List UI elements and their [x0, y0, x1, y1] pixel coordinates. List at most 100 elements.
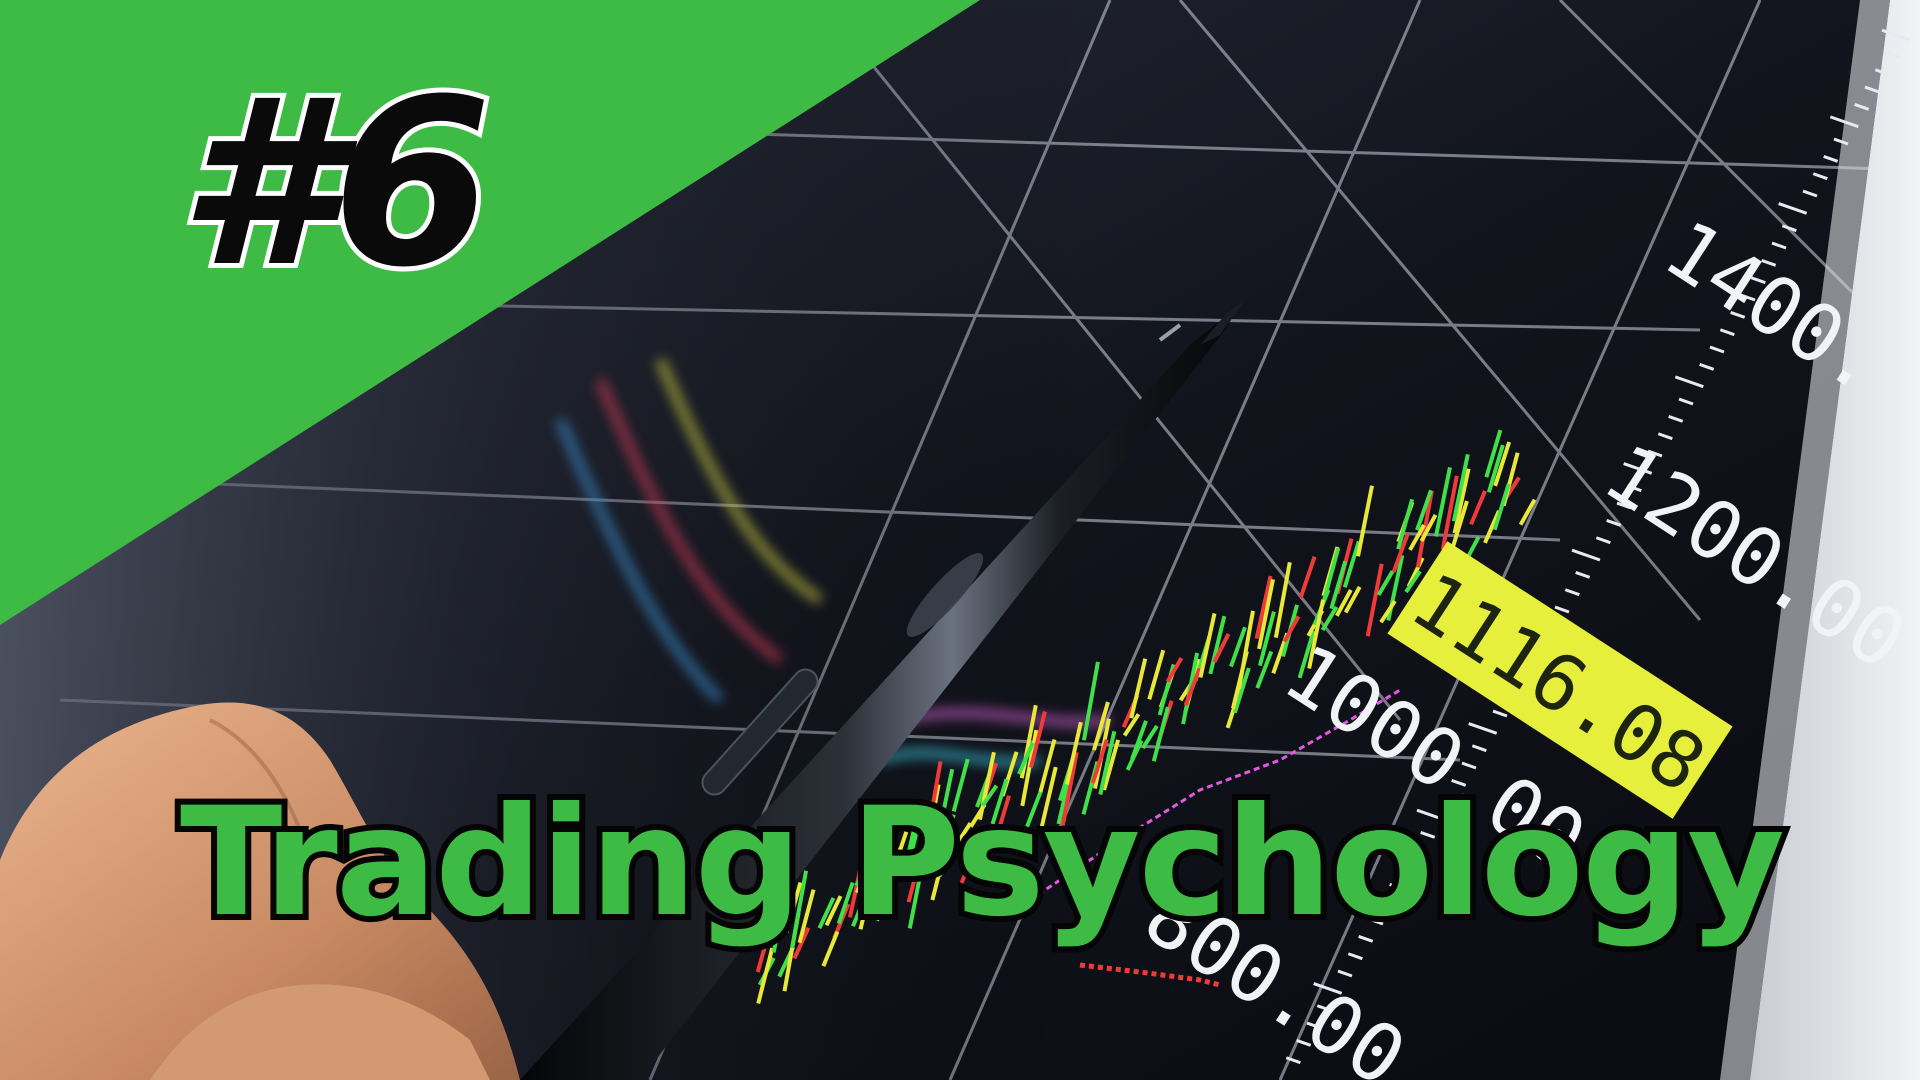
- candle-mark: [1451, 500, 1469, 548]
- candle-mark: [1025, 789, 1043, 828]
- candle-mark: [1212, 633, 1231, 663]
- candle-mark: [1151, 706, 1170, 762]
- candle-mark: [1130, 720, 1148, 760]
- axis-tick: [1781, 224, 1797, 233]
- candle-mark: [1257, 611, 1276, 667]
- candle-mark: [1408, 524, 1426, 551]
- candle-mark: [1229, 626, 1247, 668]
- axis-tick: [1409, 848, 1425, 857]
- candle-mark: [1198, 613, 1217, 678]
- candle-mark: [797, 889, 816, 944]
- candle-mark: [1298, 556, 1317, 599]
- candle-mark: [1486, 444, 1505, 493]
- candle-mark: [821, 931, 840, 967]
- candle-mark: [771, 885, 790, 953]
- candle-mark: [958, 851, 977, 887]
- axis-tick: [1461, 761, 1477, 770]
- candle-mark: [980, 784, 999, 807]
- candle-mark: [1232, 667, 1251, 714]
- axis-tick: [1440, 796, 1456, 805]
- candle-mark: [1396, 498, 1415, 550]
- candle-mark: [1329, 560, 1348, 610]
- axis-tick: [1296, 1039, 1312, 1047]
- axis-tick: [1358, 935, 1374, 943]
- axis-tick: [1699, 363, 1715, 371]
- axis-tick: [1761, 259, 1777, 267]
- axis-tick: [1389, 883, 1405, 891]
- candle-mark: [1415, 489, 1433, 531]
- candle-mark: [1122, 713, 1141, 737]
- candle-mark: [1230, 650, 1249, 709]
- candle-mark: [1518, 498, 1537, 526]
- candle-mark: [755, 921, 774, 973]
- candle-mark: [1415, 490, 1434, 568]
- candle-mark: [890, 831, 909, 874]
- axis-tick: [1616, 501, 1632, 510]
- axis-tick: [1313, 982, 1343, 995]
- candle-mark: [1257, 578, 1275, 650]
- candle-mark: [1081, 661, 1100, 741]
- candle-mark: [824, 895, 843, 927]
- axis-tick: [1347, 952, 1363, 961]
- candle-mark: [924, 761, 943, 842]
- pen: [520, 300, 1245, 1080]
- candle-mark: [937, 814, 956, 878]
- candle-mark: [936, 768, 955, 838]
- candle-mark: [1493, 441, 1512, 487]
- candle-mark: [1282, 615, 1301, 643]
- candle-mark: [1064, 721, 1083, 785]
- candle-mark: [1452, 468, 1471, 534]
- axis-tick: [1726, 288, 1756, 302]
- axis-tick: [1885, 51, 1901, 59]
- axis-tick: [1812, 172, 1828, 181]
- candle-mark: [1433, 467, 1452, 537]
- red-series-line: [1079, 962, 1221, 988]
- axis-tick: [1778, 202, 1808, 215]
- candle-mark: [1404, 570, 1422, 594]
- axis-tick: [1823, 155, 1839, 163]
- axis-tick: [1595, 536, 1611, 545]
- candle-mark: [951, 758, 970, 812]
- candle-mark: [1343, 585, 1362, 614]
- axis-tick: [1833, 137, 1849, 146]
- axis-tick: [1571, 548, 1601, 562]
- candle-mark: [1440, 475, 1459, 550]
- axis-tick: [1802, 189, 1818, 198]
- candle-mark: [1141, 724, 1159, 750]
- axis-tick: [1719, 328, 1735, 337]
- axis-tick: [1337, 969, 1353, 978]
- candle-mark: [1419, 514, 1438, 543]
- candlestick-series: [755, 429, 1537, 1004]
- candle-mark: [1492, 483, 1511, 531]
- candle-mark: [1483, 509, 1501, 544]
- blurred-chart-lines: [555, 358, 1111, 768]
- candle-mark: [1147, 649, 1166, 700]
- candle-mark: [1484, 429, 1503, 478]
- candle-mark: [1017, 742, 1035, 775]
- candle-mark: [1038, 738, 1057, 793]
- axis-tick: [1657, 432, 1673, 441]
- candle-mark: [1335, 588, 1353, 617]
- candle-mark: [851, 891, 869, 927]
- candle-mark: [1029, 710, 1047, 768]
- episode-number: #6: [173, 51, 497, 318]
- axis-tick: [1864, 85, 1880, 94]
- candle-mark: [1208, 615, 1227, 675]
- candle-mark: [858, 870, 877, 930]
- candle-mark: [1254, 575, 1273, 639]
- axis-tick: [1564, 588, 1580, 597]
- candle-mark: [1092, 701, 1110, 751]
- candle-mark: [907, 856, 926, 929]
- candle-mark: [1356, 485, 1374, 557]
- candle-mark: [1255, 650, 1274, 689]
- candle-mark: [1039, 766, 1058, 828]
- axis-tick: [1285, 1056, 1301, 1065]
- candle-mark: [993, 795, 1011, 844]
- candle-mark: [1165, 656, 1184, 683]
- candle-mark: [1098, 730, 1117, 796]
- monitor-bezel: [1750, 0, 1920, 1080]
- axis-ticks: [1285, 28, 1911, 1065]
- candle-mark: [1376, 570, 1395, 596]
- candle-mark: [854, 861, 872, 887]
